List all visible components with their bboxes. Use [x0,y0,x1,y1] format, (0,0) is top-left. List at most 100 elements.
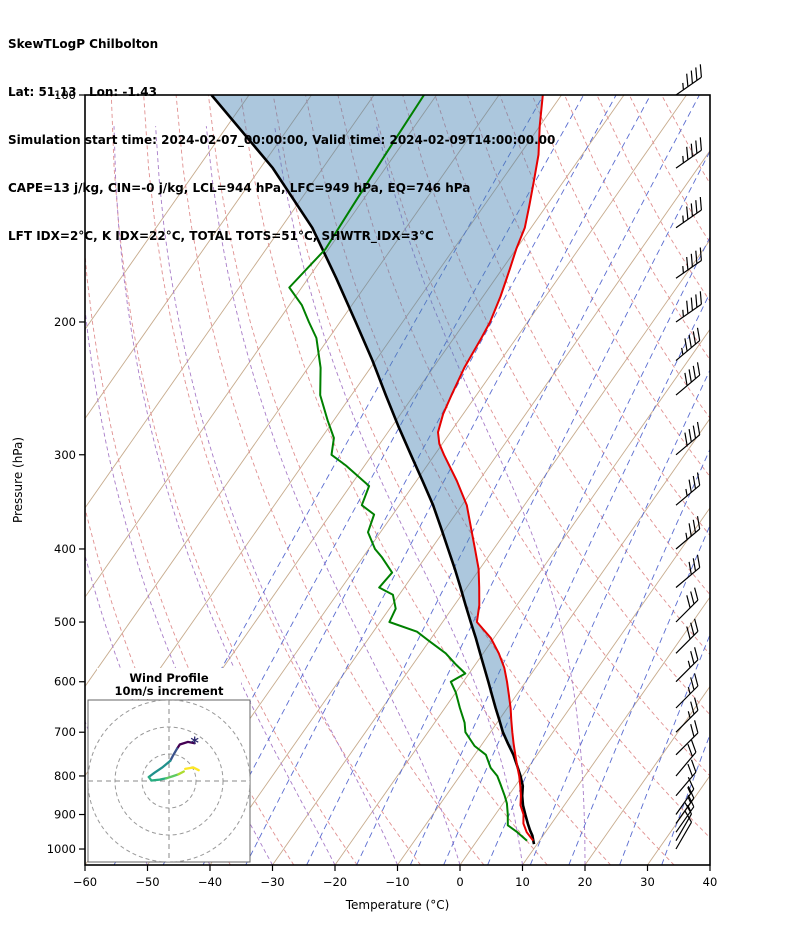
y-tick-label: 600 [54,675,76,689]
parcel-curve [210,95,536,845]
isotherm-line [85,95,437,598]
dry-adiabat-line [369,95,710,716]
y-tick-label: 500 [54,615,76,629]
wind-barb [675,759,697,797]
x-tick-label: 40 [703,875,718,889]
hodograph-subtitle: 10m/s increment [115,684,224,698]
plot-area [85,95,794,865]
wind-barb [675,516,701,550]
y-axis-label: Pressure (hPa) [11,437,25,523]
isotherm-line [334,328,710,865]
dry-adiabat-line [240,95,612,865]
x-tick-label: 0 [456,875,463,889]
dry-adiabat-line [564,95,710,361]
x-tick-label: −10 [385,875,409,889]
moist-adiabat-line [155,126,398,865]
y-tick-label: 200 [54,315,76,329]
wind-barb [675,810,693,850]
isotherm-line [85,95,375,509]
x-tick-label: −20 [323,875,347,889]
y-tick-label: 700 [54,725,76,739]
dry-adiabat-line [272,95,675,865]
y-tick-label: 100 [54,88,76,102]
dry-adiabat-line [402,95,710,656]
isotherm-line [709,864,710,865]
y-tick-label: 900 [54,808,76,822]
hodograph-trace-segment [177,770,185,776]
wind-barb [675,554,701,588]
dry-adiabat-line [628,95,710,244]
page-title: SkewTLogP Chilbolton [8,37,159,51]
isotherm-line [522,596,710,865]
header-times: Simulation start time: 2024-02-07_00:00:… [8,133,556,147]
isotherm-line [647,774,710,865]
hodograph-trace-segment [147,759,172,779]
wind-barb [675,720,699,756]
x-tick-label: 30 [640,875,655,889]
header-cape-line: CAPE=13 j/kg, CIN=-0 j/kg, LCL=944 hPa, … [8,181,471,195]
y-tick-label: 1000 [47,842,76,856]
isotherm-line [584,685,710,865]
wind-barb [675,673,699,709]
y-tick-label: 300 [54,448,76,462]
dry-adiabat-line [466,95,710,537]
wind-barb [675,618,699,654]
isotherm-line [272,239,710,865]
isotherm-line [85,95,250,331]
x-tick-label: −50 [135,875,159,889]
cape-shading [211,95,543,754]
header-latlon: Lat: 51.13 Lon: -1.43 [8,85,157,99]
dry-adiabat-line [434,95,710,596]
mixing-ratio-line [568,524,710,865]
wind-barb [675,739,697,777]
mixing-ratio-line [245,95,651,865]
dry-adiabat-line [499,95,710,478]
dry-adiabat-line [531,95,710,419]
wind-barb [675,327,701,362]
wind-barb [675,137,702,169]
wind-barb [675,362,701,396]
y-tick-label: 400 [54,542,76,556]
x-tick-label: −40 [198,875,222,889]
hodograph-trace-segment [184,766,200,772]
wind-barb [675,587,699,623]
dry-adiabat-line [110,95,358,865]
y-tick-label: 800 [54,769,76,783]
isotherm-line [85,95,312,420]
wind-barb [675,421,701,456]
hodograph-trace-segment [165,773,180,780]
wind-barb [675,647,699,683]
mixing-ratio-line [716,95,794,865]
hodograph-trace-segment [169,747,179,762]
hodograph-inset: * [88,700,250,862]
mixing-ratio-line [529,448,710,865]
wind-barb [675,196,702,229]
header: SkewTLogP Chilbolton Lat: 51.13 Lon: -1.… [8,4,555,276]
moist-adiabat-line [376,126,586,865]
dry-adiabat-line [207,95,548,865]
moist-adiabat-line [205,126,461,865]
dry-adiabat-line [175,95,485,865]
hodograph-title-bg [97,668,241,699]
isotherm-line [209,149,710,865]
x-tick-label: −30 [260,875,284,889]
dry-adiabat-line [85,249,295,865]
hodograph-top-marker: * [190,733,199,752]
isotherm-line [85,95,500,688]
dry-adiabat-line [143,95,421,865]
wind-barb-column [675,64,702,850]
isotherm-line [459,507,710,865]
wind-barb [675,247,702,279]
wind-barb [675,777,695,815]
mixing-ratio-line [306,95,700,865]
mixing-ratio-line [487,368,710,865]
header-indices-line: LFT IDX=2°C, K IDX=22°C, TOTAL TOTS=51°C… [8,229,434,243]
wind-barb [675,697,699,733]
x-tick-label: −60 [73,875,97,889]
hodograph-trace-segment [175,740,196,750]
hodograph-title: Wind Profile [129,671,209,685]
hodograph-trace-segment [147,775,168,782]
wind-barb [675,472,701,506]
